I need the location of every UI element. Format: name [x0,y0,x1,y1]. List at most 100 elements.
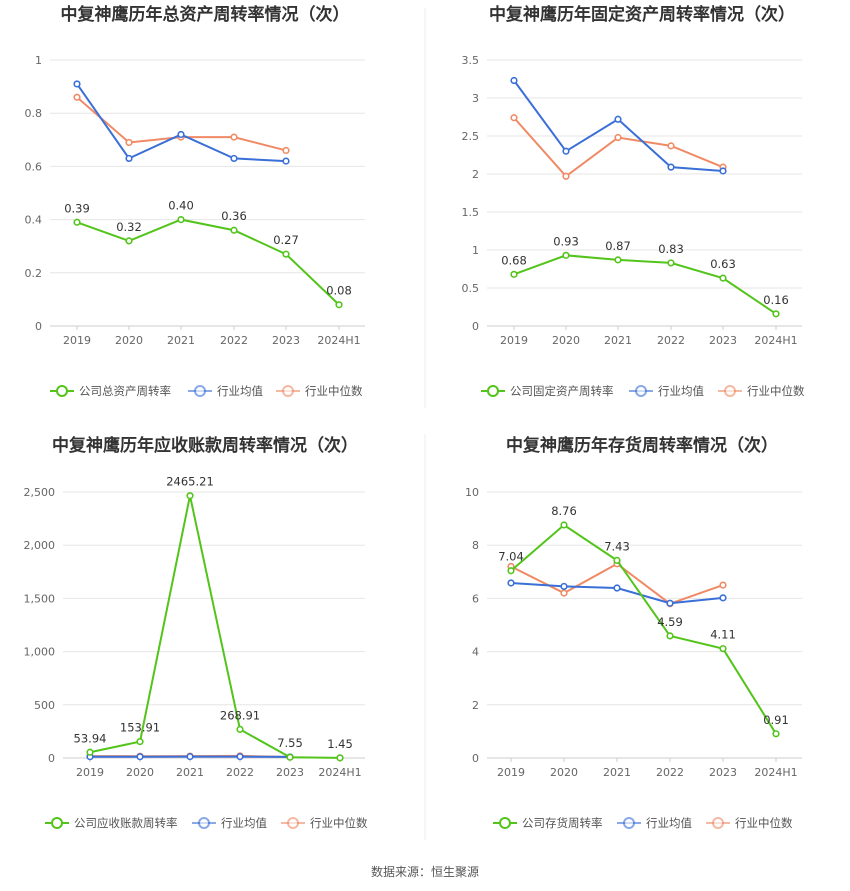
legend-item-avg: 行业均值 [617,816,692,830]
x-tick-label: 2022 [220,334,248,347]
x-tick-label: 2023 [709,334,737,347]
y-tick-label: 0 [472,320,479,333]
data-point-avg [666,599,674,607]
x-tick-label: 2020 [115,334,143,347]
data-point-avg [73,80,81,88]
data-point-company [125,237,133,245]
y-tick-label: 1 [35,54,42,67]
data-point-company [562,251,570,259]
data-point-company [772,310,780,318]
y-tick-label: 3 [472,92,479,105]
y-tick-label: 0.2 [25,267,43,280]
chart-title: 中复神鹰历年总资产周转率情况（次） [61,4,350,25]
x-tick-label: 2024H1 [318,766,361,779]
legend-label: 行业中位数 [747,384,805,398]
data-point-company [719,274,727,282]
legend: 公司总资产周转率 行业均值 行业中位数 [50,384,363,398]
legend-swatch-marker [623,817,635,829]
legend-item-company: 公司固定资产周转率 [481,384,614,398]
data-point-median [510,114,518,122]
data-label: 0.27 [273,233,299,247]
x-tick-label: 2021 [167,334,195,347]
x-tick-label: 2022 [656,766,684,779]
legend-label: 公司存货周转率 [522,816,603,830]
data-point-median [614,133,622,142]
data-source-note: 数据来源：恒生聚源 [371,864,479,879]
y-tick-label: 10 [465,486,479,499]
data-point-company [507,567,515,575]
data-point-company [335,301,343,309]
x-tick-label: 2020 [126,766,154,779]
y-tick-label: 2,500 [24,486,56,499]
legend-item-company: 公司存货周转率 [493,816,603,830]
legend-swatch-marker [724,385,736,397]
data-label: 0.91 [763,713,789,727]
y-tick-label: 0 [48,752,55,765]
data-label: 7.55 [277,736,303,750]
data-label: 0.36 [221,209,247,223]
legend-label: 公司总资产周转率 [79,384,171,398]
x-tick-label: 2019 [500,334,528,347]
data-point-median [719,581,727,589]
data-point-avg [719,594,727,602]
y-tick-label: 2 [472,168,479,181]
data-point-median [230,133,238,141]
legend-swatch-marker [499,817,511,829]
data-point-median [73,93,81,101]
data-label: 8.76 [551,504,577,518]
data-point-avg [282,157,290,165]
series-avg [86,753,294,761]
legend-label: 行业均值 [646,816,692,830]
data-point-company [86,748,94,756]
x-tick-label: 2023 [276,766,304,779]
data-point-median [560,589,568,597]
data-point-company [336,754,344,762]
y-tick-label: 0.8 [25,107,43,120]
series-avg [510,76,727,175]
x-tick-label: 2024H1 [317,334,360,347]
legend-label: 公司固定资产周转率 [510,384,614,398]
y-tick-label: 0.4 [25,214,43,227]
y-tick-label: 1 [472,244,479,257]
data-label: 0.83 [658,242,684,256]
data-point-avg [510,76,518,85]
data-point-company [613,556,621,564]
data-point-avg [186,753,194,761]
data-point-avg [507,579,515,587]
data-point-avg [230,154,238,163]
data-point-company [136,738,144,746]
legend-item-median: 行业中位数 [718,384,805,398]
legend-label: 行业均值 [217,384,263,398]
y-tick-label: 0.6 [25,160,43,173]
y-tick-label: 8 [472,539,479,552]
chart-panel-3: 中复神鹰历年应收账款周转率情况（次） 0 500 1,000 1,500 2,000 2,5… [24,435,368,830]
series-line-avg [513,79,724,172]
chart-panel-2: 中复神鹰历年固定资产周转率情况（次） 0 0.5 1 1.5 2 2.5 3 3.5 2019 20… [462,4,805,398]
x-tick-label: 2021 [603,766,631,779]
legend-swatch-marker [194,385,206,397]
legend-item-avg: 行业均值 [192,816,267,830]
x-tick-label: 2021 [604,334,632,347]
chart-title: 中复神鹰历年应收账款周转率情况（次） [52,435,358,456]
data-point-avg [236,753,244,761]
series-line-company [89,495,341,759]
data-point-avg [560,582,568,591]
legend-item-median: 行业中位数 [276,384,363,398]
legend-swatch-marker [287,817,299,829]
x-tick-label: 2020 [550,766,578,779]
data-point-company [510,270,518,278]
data-point-median [125,138,133,147]
data-point-company [282,250,290,258]
y-tick-label: 2.5 [462,130,480,143]
x-tick-label: 2022 [657,334,685,347]
data-label: 153.91 [120,721,160,735]
legend: 公司应收账款周转率 行业均值 行业中位数 [45,816,368,830]
data-point-avg [719,167,727,175]
x-tick-label: 2021 [176,766,204,779]
data-point-avg [125,154,133,163]
data-point-company [230,226,238,234]
y-tick-label: 0 [35,320,42,333]
data-label: 0.16 [763,293,789,307]
legend-item-company: 公司应收账款周转率 [45,816,178,830]
y-tick-label: 1,500 [24,592,56,605]
